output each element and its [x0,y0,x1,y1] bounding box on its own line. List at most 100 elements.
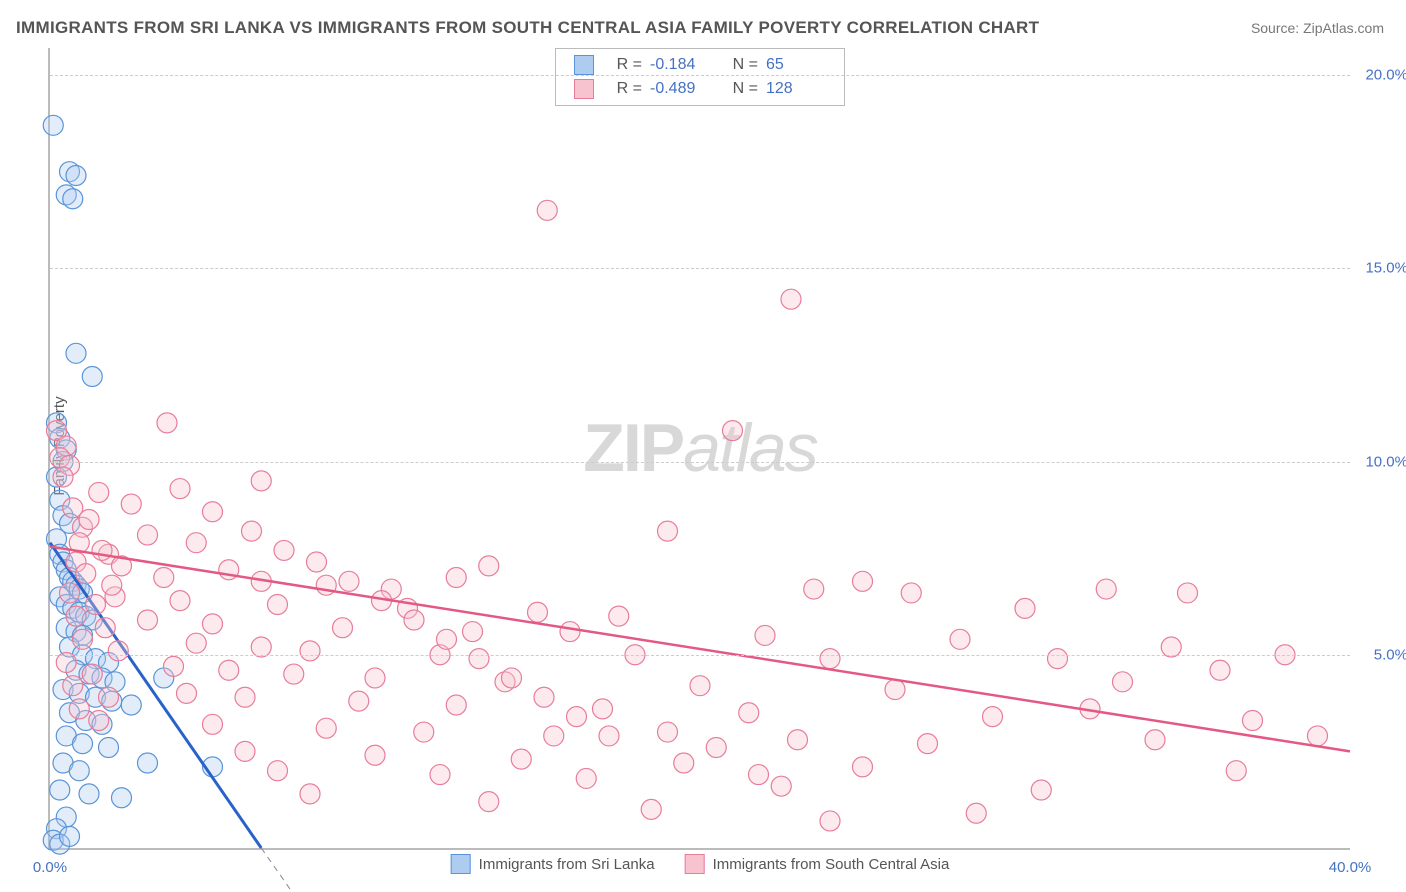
data-point [69,761,89,781]
data-point [284,664,304,684]
data-point [63,189,83,209]
data-point [1178,583,1198,603]
data-point [430,765,450,785]
data-point [349,691,369,711]
data-point [89,482,109,502]
data-point [739,703,759,723]
data-point [73,734,93,754]
data-point [268,595,288,615]
data-point [1226,761,1246,781]
data-point [235,687,255,707]
data-point [92,540,112,560]
data-point [609,606,629,626]
data-point [966,803,986,823]
legend-label: Immigrants from South Central Asia [713,856,950,873]
y-tick-label: 5.0% [1374,646,1406,663]
data-point [333,618,353,638]
gridline [50,268,1350,269]
regression-extension [261,848,342,892]
legend-item: Immigrants from Sri Lanka [451,854,655,874]
data-point [771,776,791,796]
data-point [69,699,89,719]
data-point [274,540,294,560]
data-point [235,741,255,761]
gridline [50,75,1350,76]
data-point [804,579,824,599]
data-point [43,115,63,135]
swatch-icon [685,854,705,874]
legend-row: R = -0.184 N = 65 [574,53,826,77]
data-point [446,695,466,715]
data-point [463,622,483,642]
data-point [251,471,271,491]
data-point [749,765,769,785]
data-point [73,629,93,649]
data-point [950,629,970,649]
data-point [121,695,141,715]
data-point [121,494,141,514]
y-tick-label: 15.0% [1365,260,1406,277]
data-point [674,753,694,773]
data-point [66,606,86,626]
data-point [186,633,206,653]
data-point [479,556,499,576]
data-point [53,467,73,487]
data-point [567,707,587,727]
data-point [316,718,336,738]
data-point [365,668,385,688]
data-point [404,610,424,630]
data-point [983,707,1003,727]
data-point [820,811,840,831]
data-point [82,664,102,684]
data-point [177,683,197,703]
swatch-icon [451,854,471,874]
data-point [50,780,70,800]
data-point [138,610,158,630]
data-point [1308,726,1328,746]
swatch-icon [574,55,594,75]
data-point [203,714,223,734]
regression-line [50,547,1350,752]
data-point [170,591,190,611]
data-point [437,629,457,649]
data-point [599,726,619,746]
data-point [901,583,921,603]
data-point [1145,730,1165,750]
data-point [60,826,80,846]
x-tick-label: 0.0% [33,859,67,876]
data-point [511,749,531,769]
data-point [89,710,109,730]
plot-area: ZIPatlas R = -0.184 N = 65 R = -0.489 N … [48,48,1350,850]
data-point [658,722,678,742]
data-point [339,571,359,591]
legend-row: R = -0.489 N = 128 [574,77,826,101]
series-legend: Immigrants from Sri Lanka Immigrants fro… [445,854,956,874]
data-point [157,413,177,433]
data-point [885,680,905,700]
data-point [414,722,434,742]
data-point [63,676,83,696]
data-point [820,649,840,669]
data-point [268,761,288,781]
data-point [79,509,99,529]
data-point [1096,579,1116,599]
data-point [79,784,99,804]
chart-title: IMMIGRANTS FROM SRI LANKA VS IMMIGRANTS … [16,18,1039,38]
data-point [658,521,678,541]
data-point [138,753,158,773]
data-point [102,575,122,595]
data-point [307,552,327,572]
data-point [82,367,102,387]
correlation-legend: R = -0.184 N = 65 R = -0.489 N = 128 [555,48,845,106]
data-point [641,799,661,819]
gridline [50,655,1350,656]
data-point [66,166,86,186]
data-point [1048,649,1068,669]
data-point [66,343,86,363]
y-tick-label: 10.0% [1365,453,1406,470]
data-point [164,656,184,676]
data-point [537,200,557,220]
data-point [528,602,548,622]
data-point [446,567,466,587]
data-point [853,571,873,591]
